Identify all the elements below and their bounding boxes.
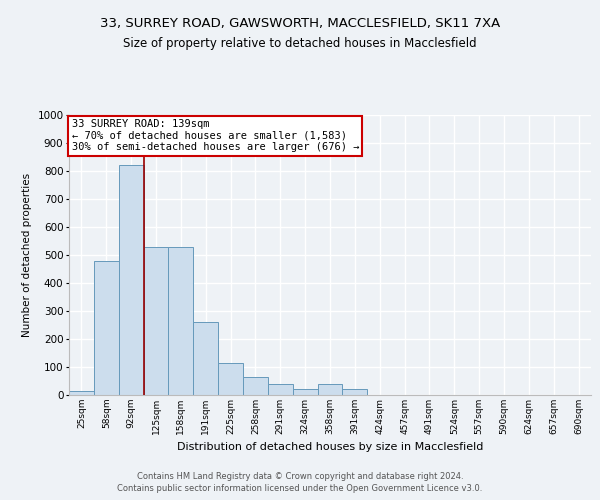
Bar <box>119 166 143 395</box>
Bar <box>143 246 169 395</box>
Bar <box>169 246 193 395</box>
Bar <box>317 384 343 395</box>
X-axis label: Distribution of detached houses by size in Macclesfield: Distribution of detached houses by size … <box>177 442 483 452</box>
Bar <box>293 389 317 395</box>
Text: 33 SURREY ROAD: 139sqm
← 70% of detached houses are smaller (1,583)
30% of semi-: 33 SURREY ROAD: 139sqm ← 70% of detached… <box>71 119 359 152</box>
Text: Size of property relative to detached houses in Macclesfield: Size of property relative to detached ho… <box>123 38 477 51</box>
Text: Contains HM Land Registry data © Crown copyright and database right 2024.: Contains HM Land Registry data © Crown c… <box>137 472 463 481</box>
Bar <box>218 364 243 395</box>
Bar <box>69 391 94 395</box>
Text: Contains public sector information licensed under the Open Government Licence v3: Contains public sector information licen… <box>118 484 482 493</box>
Text: 33, SURREY ROAD, GAWSWORTH, MACCLESFIELD, SK11 7XA: 33, SURREY ROAD, GAWSWORTH, MACCLESFIELD… <box>100 18 500 30</box>
Bar <box>243 377 268 395</box>
Y-axis label: Number of detached properties: Number of detached properties <box>22 173 32 337</box>
Bar <box>94 260 119 395</box>
Bar <box>343 390 367 395</box>
Bar <box>193 322 218 395</box>
Bar <box>268 384 293 395</box>
